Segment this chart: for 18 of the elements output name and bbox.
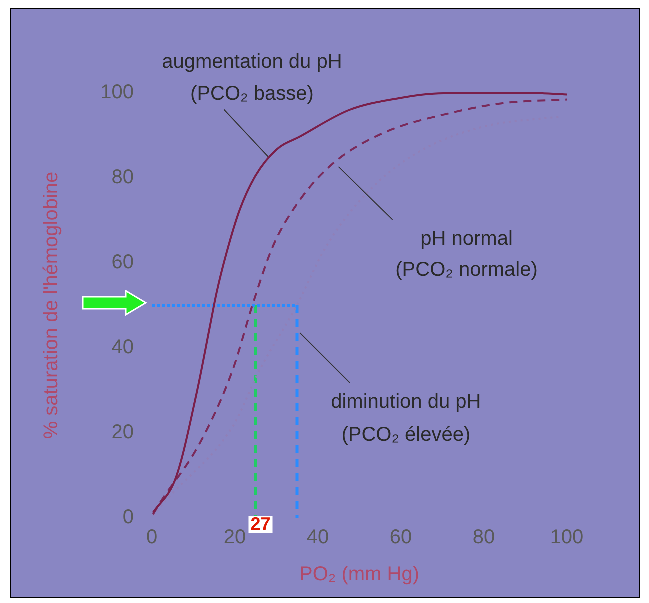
y-tick-label: 80 xyxy=(112,166,134,189)
annotation: 27 xyxy=(250,514,271,534)
y-tick-label: 20 xyxy=(112,422,134,444)
y-axis-title: % saturation de l'hémoglobine xyxy=(40,172,63,440)
x-tick-label: 20 xyxy=(224,526,246,549)
y-tick-label: 100 xyxy=(100,82,134,104)
y-tick-label: 40 xyxy=(112,336,134,359)
x-tick-label: 40 xyxy=(306,526,330,549)
x-axis-title: PO₂ (mm Hg) xyxy=(300,564,420,586)
annotation: augmentation du pH (PCO₂ basse) xyxy=(162,50,342,105)
y-tick-label: 60 xyxy=(112,252,134,274)
annotation: diminution du pH (PCO₂ élevée) xyxy=(331,391,482,446)
x-tick-label: 80 xyxy=(472,526,496,549)
x-tick-label: 60 xyxy=(390,526,412,549)
x-tick-label: 100 xyxy=(550,526,584,549)
annotation: pH normal (PCO₂ normale) xyxy=(396,228,538,281)
y-tick-label: 0 xyxy=(122,506,134,529)
x-tick-label: 0 xyxy=(146,526,158,549)
